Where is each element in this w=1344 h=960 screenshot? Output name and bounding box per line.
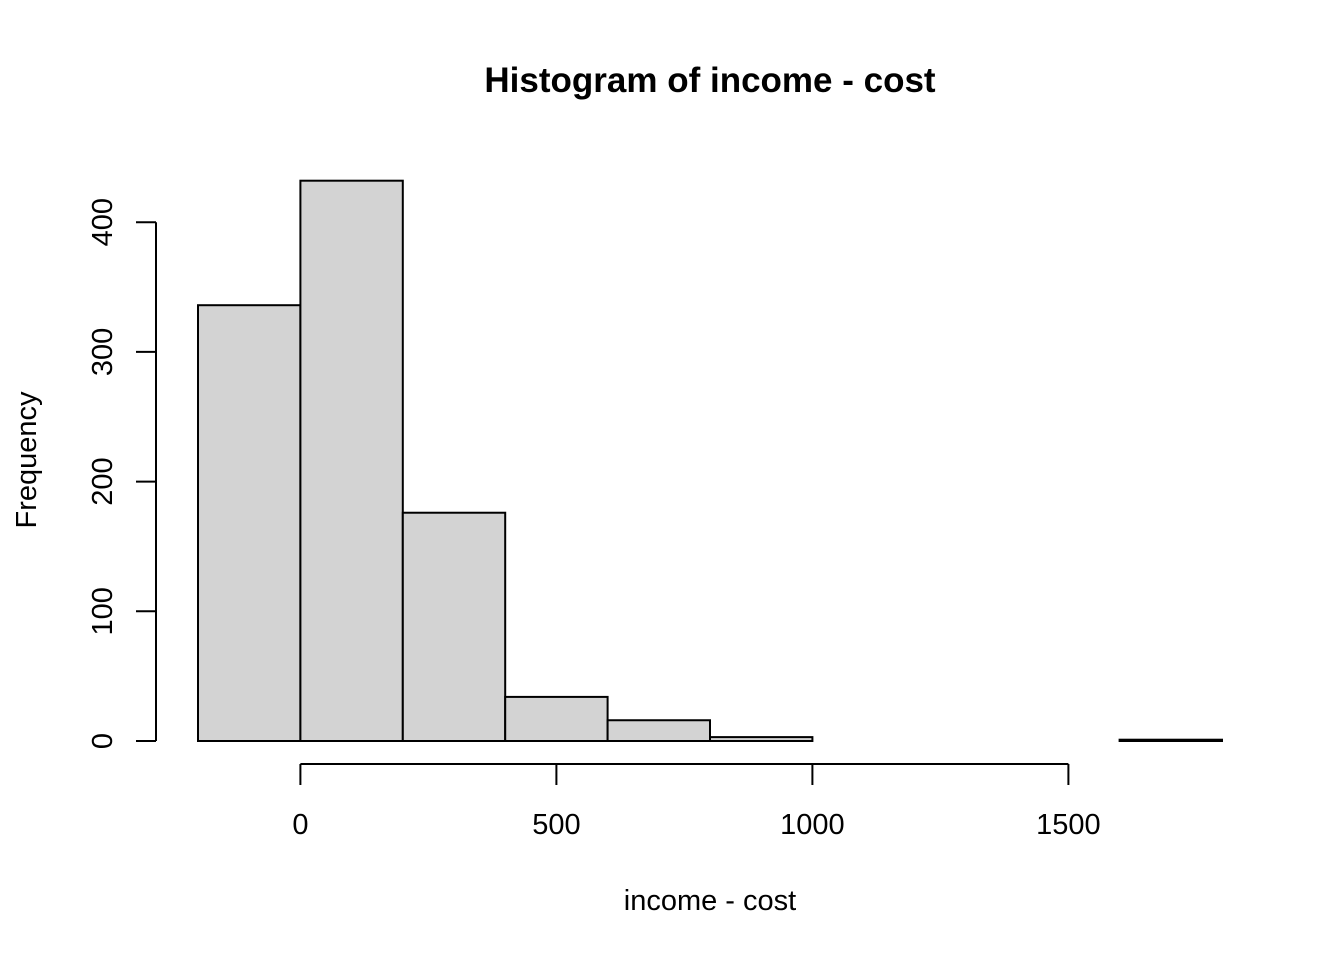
histogram-bar: [401, 511, 507, 743]
histogram-bar: [197, 304, 302, 742]
y-tick-label: 0: [87, 733, 119, 749]
x-tick-label: 1000: [780, 809, 845, 841]
y-axis: 0 100 200 300 400: [87, 198, 157, 749]
x-axis: 0 500 1000 1500: [292, 763, 1101, 841]
y-tick-label: 100: [87, 587, 119, 635]
y-axis-label: Frequency: [11, 391, 43, 529]
bars-group: [197, 179, 1223, 743]
x-tick-label: 500: [532, 809, 580, 841]
histogram-bar: [504, 695, 609, 742]
y-tick-label: 400: [87, 198, 119, 246]
histogram-bar: [606, 719, 711, 742]
y-tick-label: 200: [87, 457, 119, 505]
chart-title: Histogram of income - cost: [484, 61, 936, 100]
y-tick-label: 300: [87, 328, 119, 376]
histogram-bar: [299, 179, 404, 743]
x-tick-label: 1500: [1036, 809, 1101, 841]
x-tick-label: 0: [292, 809, 308, 841]
histogram-bar: [1118, 738, 1223, 743]
histogram-bar: [709, 736, 814, 743]
x-axis-label: income - cost: [624, 885, 796, 917]
